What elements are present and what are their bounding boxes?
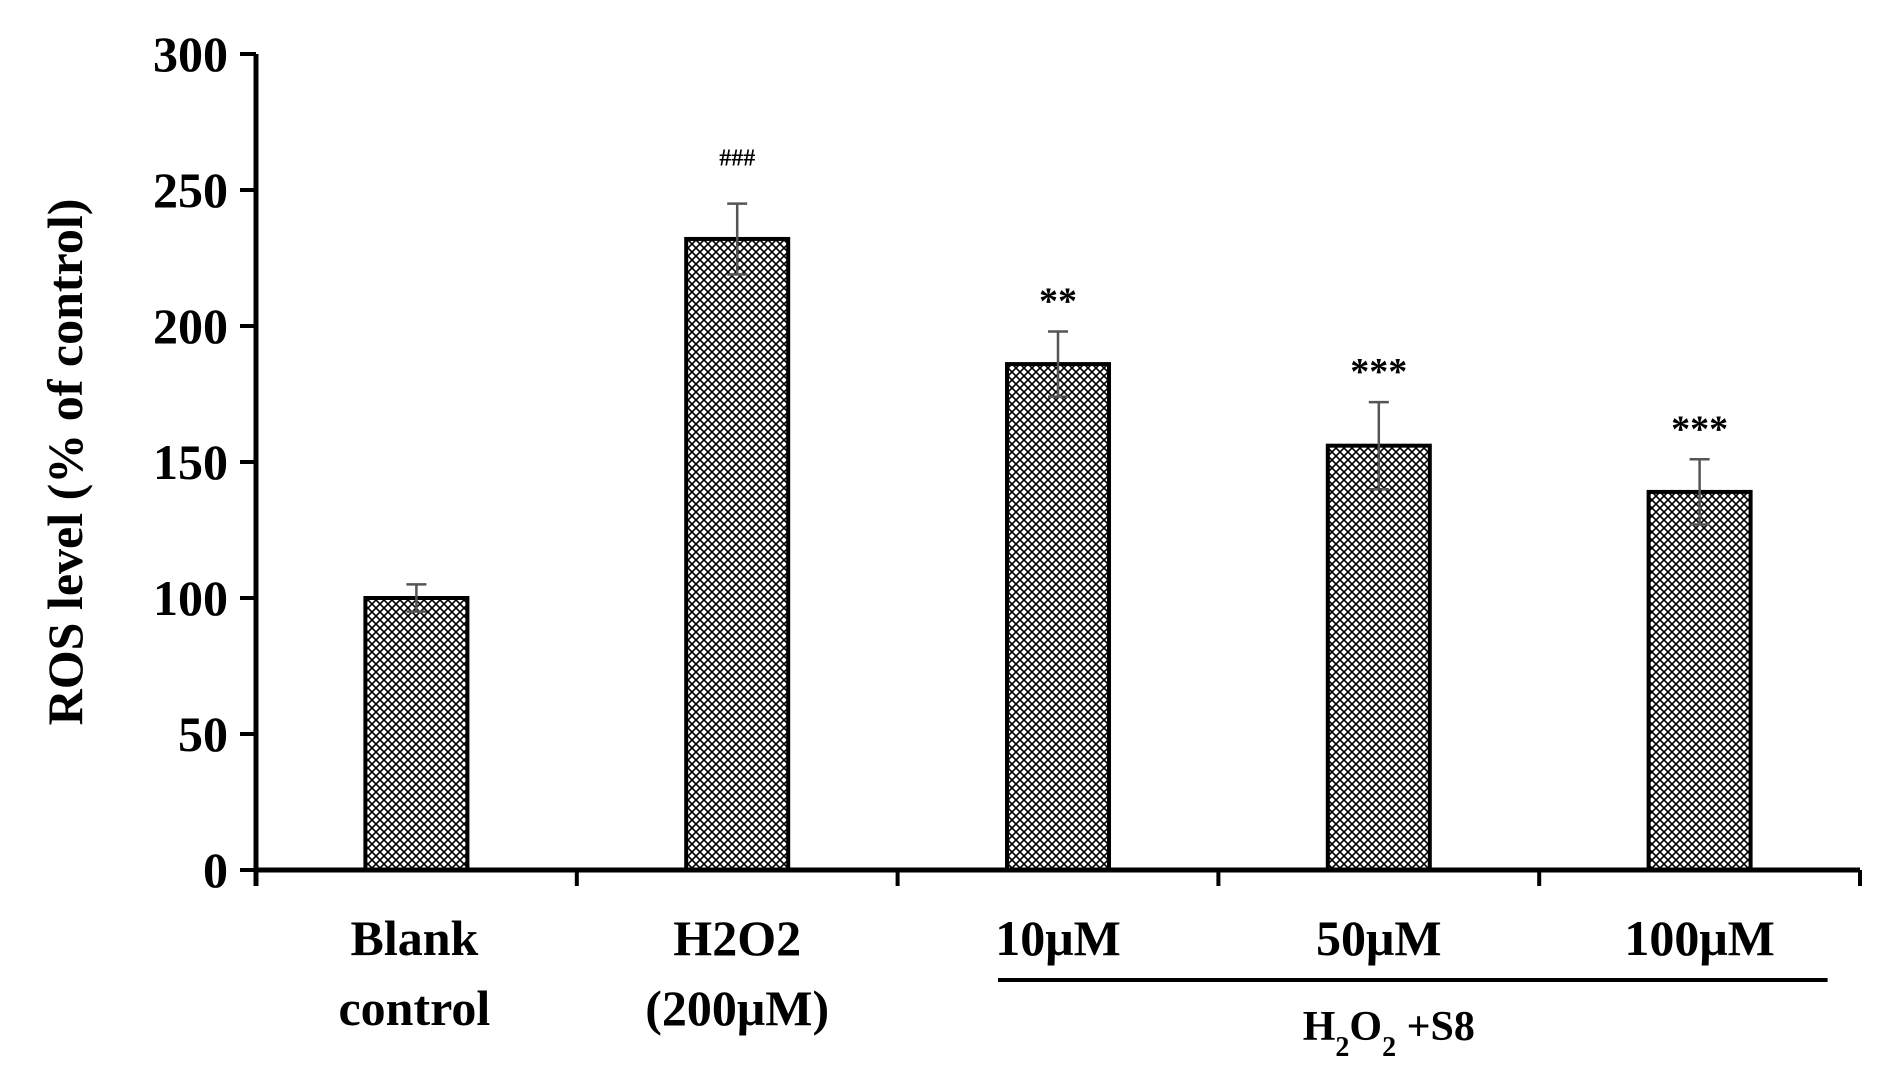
bar-2 [1005, 362, 1111, 872]
error-bar-0 [406, 583, 427, 613]
bar-0 [363, 596, 470, 872]
error-bar-1 [727, 202, 748, 276]
group-label-part: H [1303, 1004, 1336, 1050]
group-label-part: +S8 [1396, 1004, 1475, 1050]
y-tick-label-50: 50 [178, 706, 228, 762]
group-label: H2O2 +S8 [1303, 1004, 1475, 1063]
y-axis-label: ROS level (% of control) [37, 199, 93, 726]
y-tick-label-150: 150 [153, 434, 228, 490]
x-tick-label-0: Blank [350, 910, 478, 966]
bar-3 [1325, 443, 1432, 872]
error-bar-4 [1689, 458, 1710, 526]
x-tick-label-2: 10μM [995, 910, 1121, 966]
y-tick-label-200: 200 [153, 298, 228, 354]
y-tick-label-300: 300 [153, 26, 228, 82]
bar-1 [684, 236, 791, 872]
error-bars-layer [406, 202, 1710, 613]
x-tick-label-1: H2O2 [673, 910, 801, 966]
x-tick-label-4: 100μM [1624, 910, 1775, 966]
significance-label-1: ### [719, 146, 755, 172]
group-label-subscript: 2 [1335, 1032, 1349, 1063]
x-tick-label-0-line2: control [338, 980, 490, 1036]
significance-label-4: *** [1671, 408, 1728, 450]
x-tick-label-1-line2: (200μM) [645, 980, 829, 1036]
y-tick-label-250: 250 [153, 162, 228, 218]
error-bar-3 [1368, 400, 1389, 491]
y-tick-label-100: 100 [153, 570, 228, 626]
y-tick-label-0: 0 [203, 842, 228, 898]
group-label-part: O [1349, 1004, 1382, 1050]
x-tick-label-3: 50μM [1316, 910, 1442, 966]
significance-label-2: ** [1039, 280, 1077, 322]
labels-layer: ###********050100150200250300Blankcontro… [37, 26, 1775, 1063]
bar-4 [1646, 489, 1753, 872]
axes-layer [240, 52, 1862, 982]
group-label-subscript: 2 [1382, 1032, 1396, 1063]
error-bar-2 [1048, 330, 1068, 398]
significance-label-3: *** [1350, 351, 1407, 393]
